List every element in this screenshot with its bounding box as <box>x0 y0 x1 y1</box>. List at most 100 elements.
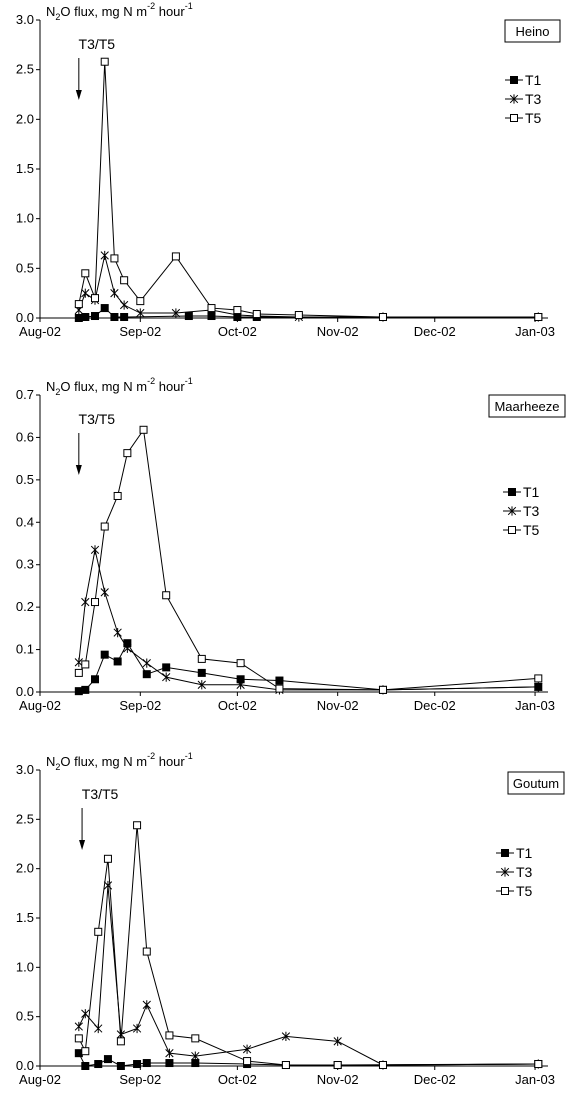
data-point-t3 <box>197 680 206 690</box>
y-axis-title-part: -2 <box>147 1 155 11</box>
x-tick-label: Sep-02 <box>119 1072 161 1087</box>
y-axis-title-part: O flux, mg N m <box>60 754 147 769</box>
y-tick-label: 0.1 <box>16 642 34 657</box>
data-point-t1 <box>142 670 151 679</box>
x-tick-label: Sep-02 <box>119 698 161 713</box>
data-point-t1 <box>275 676 284 685</box>
legend-label: T3 <box>525 91 542 107</box>
y-tick-label: 1.0 <box>16 959 34 974</box>
x-tick-label: Dec-02 <box>414 324 456 339</box>
data-point-t5 <box>120 276 129 285</box>
series-line-t3 <box>78 549 539 691</box>
x-tick-label: Nov-02 <box>317 698 359 713</box>
legend-label: T1 <box>516 845 533 861</box>
data-point-t5 <box>103 854 112 863</box>
y-tick-label: 2.0 <box>16 861 34 876</box>
data-point-t1 <box>142 1059 151 1068</box>
data-point-t5 <box>333 1061 342 1070</box>
y-axis-title-part: O flux, mg N m <box>60 4 147 19</box>
y-tick-label: 3.0 <box>16 762 34 777</box>
site-label: Goutum <box>513 776 559 791</box>
y-axis-title-part: hour <box>155 379 185 394</box>
legend-marker-t5 <box>501 887 509 895</box>
y-tick-label: 0.0 <box>16 310 34 325</box>
legend-marker-t1 <box>510 76 518 84</box>
data-point-t1 <box>110 313 119 322</box>
annotation-arrow-head <box>75 465 82 475</box>
y-tick-label: 0.3 <box>16 557 34 572</box>
x-tick-label: Jan-03 <box>515 1072 555 1087</box>
y-tick-label: 0.7 <box>16 387 34 402</box>
data-point-t5 <box>81 1047 90 1056</box>
data-point-t3 <box>142 658 151 668</box>
data-point-t3 <box>242 1044 252 1054</box>
y-tick-label: 1.5 <box>16 161 34 176</box>
series-t3 <box>74 250 543 322</box>
y-axis-title-part: -1 <box>185 751 193 761</box>
data-point-t1 <box>197 668 206 677</box>
data-point-t3 <box>534 682 543 692</box>
data-point-t5 <box>74 1034 83 1043</box>
series-t5 <box>74 821 543 1070</box>
data-point-t5 <box>197 654 206 663</box>
data-point-t5 <box>534 313 543 322</box>
legend-label: T3 <box>523 503 540 519</box>
data-point-t3 <box>236 680 245 690</box>
data-point-t5 <box>139 425 148 434</box>
data-point-t1 <box>94 1060 103 1069</box>
legend-marker-t3 <box>509 94 519 104</box>
data-point-t5 <box>81 269 90 278</box>
data-point-t1 <box>113 657 122 666</box>
data-point-t5 <box>94 927 103 936</box>
site-label-box <box>504 19 561 43</box>
chart-panel-heino: 0.0 0.5 1.0 1.5 2.0 2.5 3.0 Aug-02 Sep-02 Oct-02 N… <box>16 1 561 339</box>
x-tick-label: Aug-02 <box>19 698 61 713</box>
data-point-t1 <box>103 1055 112 1064</box>
x-tick-label: Nov-02 <box>317 1072 359 1087</box>
series-line-t5 <box>78 428 539 691</box>
y-tick-label: 0.0 <box>16 1058 34 1073</box>
data-point-t3 <box>333 1036 342 1046</box>
y-axis-title: N2O flux, mg N m-2 hour-1 <box>46 751 193 772</box>
data-point-t1 <box>120 313 129 322</box>
y-tick-label: 2.5 <box>16 62 34 77</box>
y-tick-label: 0.5 <box>16 1009 34 1024</box>
data-point-t5 <box>81 660 90 669</box>
data-point-t5 <box>275 684 284 693</box>
data-point-t3 <box>191 1051 200 1061</box>
legend-marker-t1 <box>508 488 516 496</box>
y-axis-title-part: N <box>46 754 55 769</box>
site-label-box <box>488 394 566 418</box>
x-tick-label: Sep-02 <box>119 324 161 339</box>
data-point-t5 <box>534 1060 543 1069</box>
chart-panel-goutum: 0.0 0.5 1.0 1.5 2.0 2.5 3.0 Aug-02 Sep-02 Oct-02 N… <box>16 751 565 1087</box>
data-point-t5 <box>136 297 145 306</box>
legend-label: T1 <box>523 484 540 500</box>
y-tick-label: 0.0 <box>16 684 34 699</box>
data-point-t5 <box>91 598 100 607</box>
y-tick-label: 1.5 <box>16 910 34 925</box>
legend-marker-t5 <box>510 114 518 122</box>
x-tick-label: Oct-02 <box>218 698 257 713</box>
legend-marker-t1 <box>501 849 509 857</box>
y-axis-title: N2O flux, mg N m-2 hour-1 <box>46 376 193 397</box>
chart-panel-maarheeze: 0.0 0.1 0.2 0.3 0.4 0.5 0.6 0.7 Aug-02 Sep-02 Oct-… <box>16 376 566 713</box>
y-tick-label: 0.4 <box>16 514 34 529</box>
y-tick-label: 0.6 <box>16 429 34 444</box>
x-tick-label: Dec-02 <box>414 698 456 713</box>
site-label: Heino <box>516 24 550 39</box>
y-tick-label: 0.5 <box>16 472 34 487</box>
data-point-t1 <box>100 304 109 313</box>
data-point-t5 <box>281 1061 290 1070</box>
x-tick-label: Dec-02 <box>414 1072 456 1087</box>
data-point-t1 <box>81 1062 90 1070</box>
data-point-t5 <box>378 685 387 694</box>
series-line-t5 <box>78 825 539 1066</box>
data-point-t5 <box>207 304 216 313</box>
y-axis-title-part: hour <box>155 754 185 769</box>
data-point-t1 <box>81 313 90 322</box>
series-line-t3 <box>78 255 539 318</box>
series-t1 <box>74 1049 543 1070</box>
data-point-t5 <box>100 57 109 66</box>
y-axis-title-part: -2 <box>147 751 155 761</box>
